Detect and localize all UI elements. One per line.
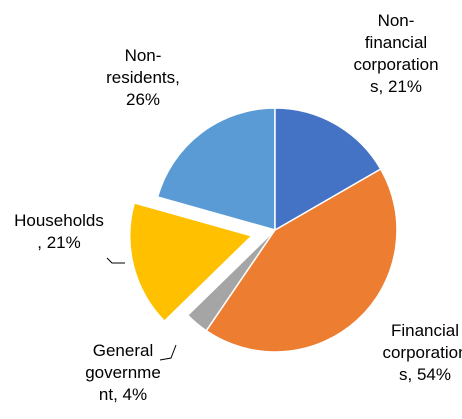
data-label: Non-residents, 26%: [106, 46, 180, 109]
data-label: Non-financial corporations, 21%: [353, 11, 439, 96]
pie-slice: [129, 201, 254, 323]
leader-line: [159, 344, 177, 361]
data-label: Households, 21%: [14, 211, 104, 252]
pie-slice: [274, 107, 382, 232]
data-label: Financial corporations, 54%: [382, 321, 462, 384]
pie-slice: [205, 167, 398, 353]
pie-slice: [156, 107, 276, 231]
data-label: General government, 4%: [85, 341, 161, 404]
leader-line: [106, 257, 125, 264]
